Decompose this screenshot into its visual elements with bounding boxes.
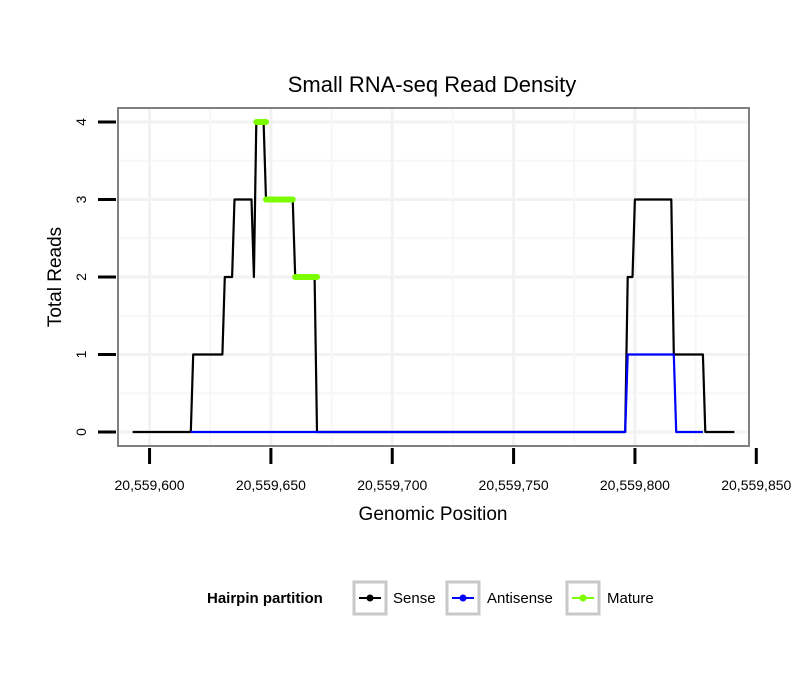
y-axis-label: Total Reads bbox=[45, 227, 66, 327]
y-tick-label: 2 bbox=[73, 273, 89, 281]
y-tick-label: 4 bbox=[73, 118, 89, 126]
x-tick-label: 20,559,750 bbox=[479, 477, 549, 493]
legend-label-antisense: Antisense bbox=[487, 590, 553, 607]
y-tick-label: 3 bbox=[73, 195, 89, 203]
x-tick-label: 20,559,700 bbox=[357, 477, 427, 493]
legend: Hairpin partition Sense Antisense Mature bbox=[207, 580, 654, 616]
y-tick-label: 0 bbox=[73, 428, 89, 436]
legend-label-mature: Mature bbox=[607, 590, 654, 607]
series-lines bbox=[132, 118, 735, 434]
legend-label-sense: Sense bbox=[393, 590, 436, 607]
x-tick-label: 20,559,800 bbox=[600, 477, 670, 493]
x-axis-label: Genomic Position bbox=[359, 504, 508, 525]
series-antisense-line bbox=[190, 353, 703, 434]
x-tick-label: 20,559,650 bbox=[236, 477, 306, 493]
legend-title: Hairpin partition bbox=[207, 590, 323, 607]
y-tick-label: 1 bbox=[73, 350, 89, 358]
chart-title: Small RNA-seq Read Density bbox=[288, 72, 577, 97]
legend-point-sense bbox=[366, 594, 374, 602]
legend-point-mature bbox=[579, 594, 587, 602]
x-tick-label: 20,559,850 bbox=[721, 477, 791, 493]
axes: 20,559,600 20,559,650 20,559,700 20,559,750… bbox=[73, 118, 792, 493]
x-tick-label: 20,559,600 bbox=[115, 477, 185, 493]
legend-point-antisense bbox=[459, 594, 467, 602]
